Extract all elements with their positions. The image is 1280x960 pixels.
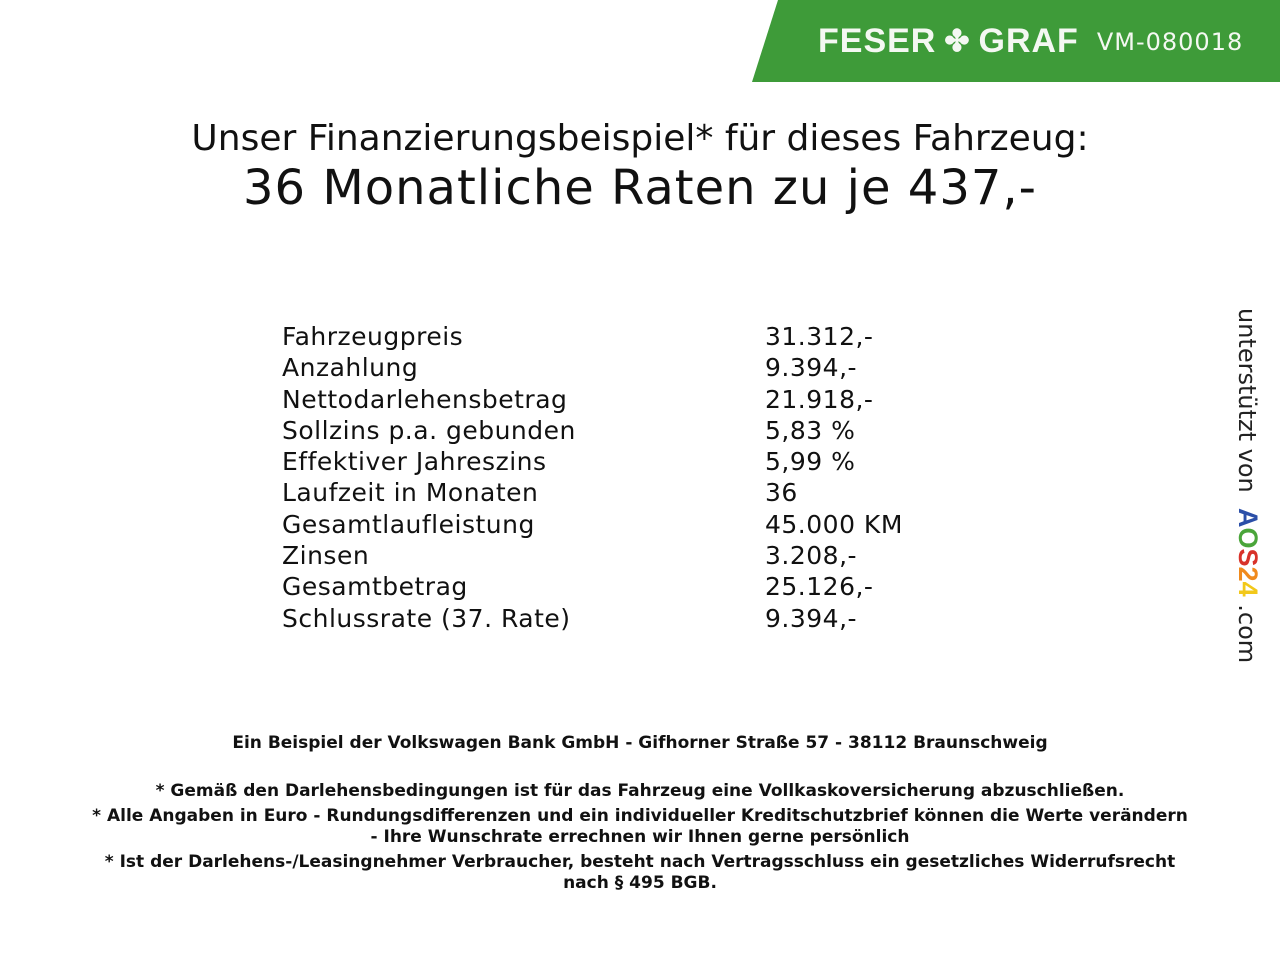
table-row: Anzahlung 9.394,-: [282, 353, 982, 384]
row-label: Laufzeit in Monaten: [282, 478, 539, 508]
brand-left: FESER: [818, 22, 937, 60]
row-label: Nettodarlehensbetrag: [282, 384, 568, 414]
clover-icon: ✤: [944, 24, 971, 58]
footnote-withdrawal-cont: nach § 495 BGB.: [563, 873, 717, 893]
table-row: Gesamtbetrag 25.126,-: [282, 572, 982, 603]
row-value: 31.312,-: [765, 322, 874, 351]
row-value: 45.000 KM: [765, 509, 903, 539]
row-value: 5,83 %: [765, 415, 856, 445]
finance-table: Fahrzeugpreis 31.312,- Anzahlung 9.394,- N…: [282, 322, 982, 635]
row-value: 25.126,-: [765, 572, 874, 602]
title-line1: Unser Finanzierungsbeispiel* für dieses …: [191, 118, 1089, 159]
supported-by-text: unterstützt von: [1233, 308, 1261, 493]
table-row: Fahrzeugpreis 31.312,-: [282, 322, 982, 353]
row-label: Fahrzeugpreis: [282, 322, 464, 351]
brand-banner: [752, 0, 1280, 82]
bank-note: Ein Beispiel der Volkswagen Bank GmbH - …: [232, 733, 1048, 753]
title-line2: 36 Monatliche Raten zu je 437,-: [243, 160, 1037, 216]
vehicle-code: VM-080018: [1096, 27, 1244, 56]
row-value: 21.918,-: [765, 384, 874, 414]
footnote-euro-cont: - Ihre Wunschrate errechnen wir Ihnen ge…: [370, 827, 910, 847]
row-label: Sollzins p.a. gebunden: [282, 415, 576, 445]
row-value: 5,99 %: [765, 447, 856, 477]
footnote-withdrawal: * Ist der Darlehens-/Leasingnehmer Verbr…: [104, 852, 1176, 872]
brand-logo: FESER ✤ GRAF VM-080018: [818, 22, 1243, 61]
table-row: Schlussrate (37. Rate) 9.394,-: [282, 604, 982, 635]
table-row: Nettodarlehensbetrag 21.918,-: [282, 385, 982, 416]
table-row: Gesamtlaufleistung 45.000 KM: [282, 510, 982, 541]
row-value: 36: [765, 478, 798, 508]
footnote-insurance: * Gemäß den Darlehensbedingungen ist für…: [155, 781, 1125, 801]
row-label: Zinsen: [282, 541, 370, 571]
table-row: Sollzins p.a. gebunden 5,83 %: [282, 416, 982, 447]
aos24-logo: AOS24: [1233, 508, 1263, 597]
table-row: Effektiver Jahreszins 5,99 %: [282, 447, 982, 478]
row-label: Anzahlung: [282, 353, 419, 383]
row-label: Gesamtlaufleistung: [282, 509, 535, 539]
brand-right: GRAF: [978, 22, 1079, 60]
supported-by-domain: .com: [1233, 604, 1261, 664]
row-label: Gesamtbetrag: [282, 572, 468, 602]
table-row: Laufzeit in Monaten 36: [282, 478, 982, 509]
footnote-euro: * Alle Angaben in Euro - Rundungsdiffere…: [92, 806, 1188, 826]
row-label: Effektiver Jahreszins: [282, 447, 547, 477]
row-label: Schlussrate (37. Rate): [282, 603, 571, 633]
supported-by: unterstützt von AOS24 .com: [1232, 308, 1263, 663]
row-value: 9.394,-: [765, 353, 858, 383]
row-value: 3.208,-: [765, 541, 858, 571]
row-value: 9.394,-: [765, 603, 858, 633]
table-row: Zinsen 3.208,-: [282, 541, 982, 572]
